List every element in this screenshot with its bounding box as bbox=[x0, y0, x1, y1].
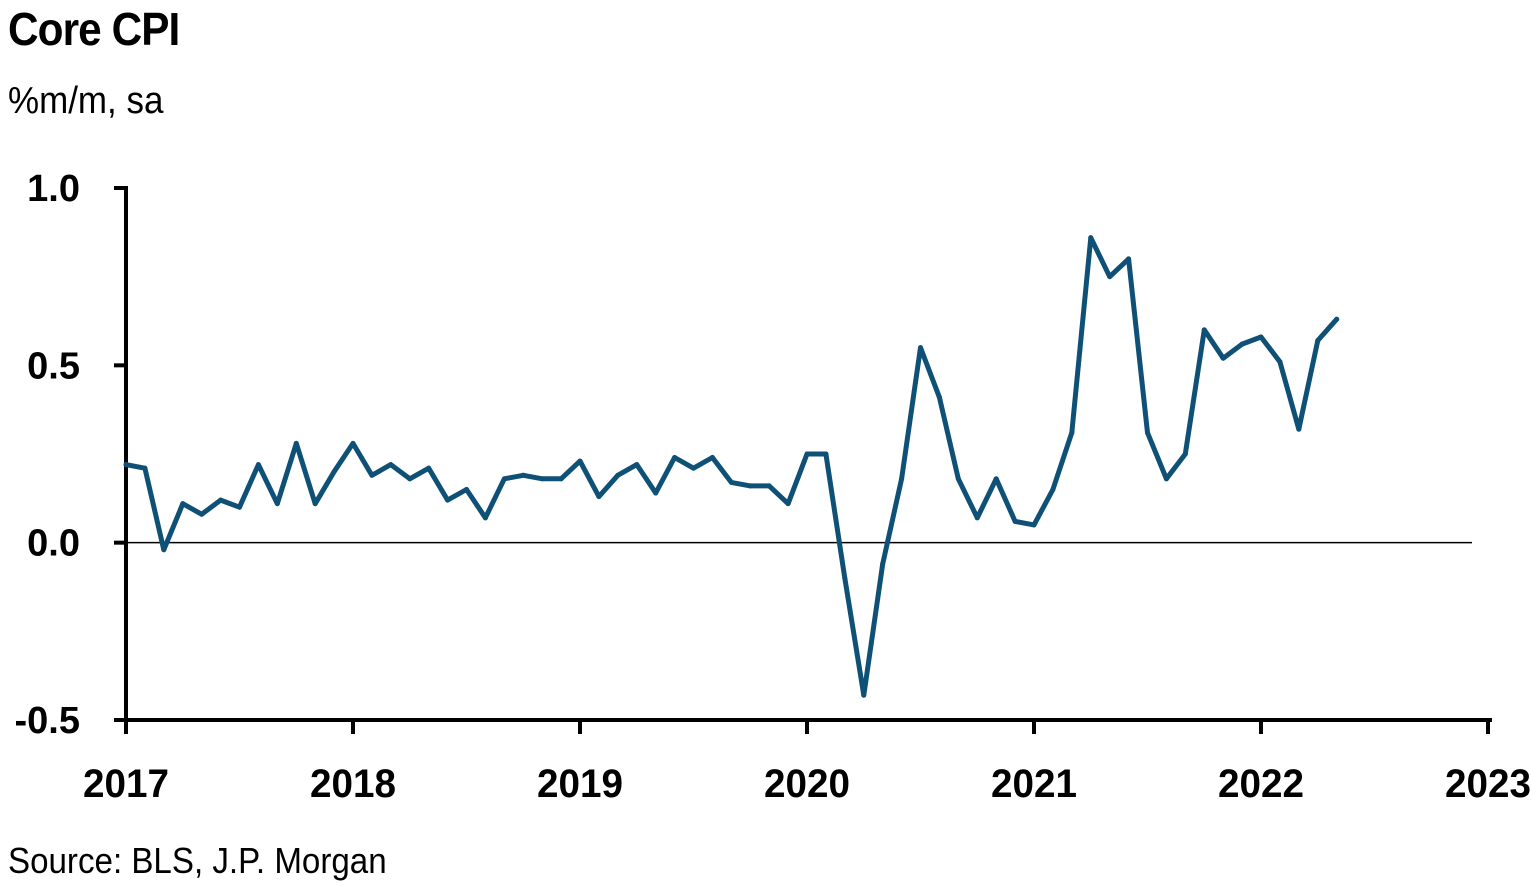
data-point bbox=[1088, 235, 1094, 241]
data-point bbox=[1126, 256, 1132, 262]
data-point bbox=[861, 692, 867, 698]
data-point bbox=[407, 476, 413, 482]
data-point bbox=[312, 501, 318, 507]
data-point bbox=[993, 476, 999, 482]
data-point bbox=[1163, 476, 1169, 482]
data-point bbox=[1220, 355, 1226, 361]
x-axis-ticks: 2017 2018 2019 2020 2021 2022 2023 bbox=[83, 720, 1531, 806]
data-point bbox=[1031, 522, 1037, 528]
data-point bbox=[350, 440, 356, 446]
data-point bbox=[1296, 426, 1302, 432]
data-point bbox=[634, 462, 640, 468]
data-point bbox=[766, 483, 772, 489]
data-point bbox=[274, 501, 280, 507]
data-point bbox=[1145, 430, 1150, 436]
data-point bbox=[880, 561, 886, 567]
data-point bbox=[1334, 316, 1340, 322]
data-point bbox=[388, 462, 394, 468]
data-point bbox=[936, 394, 942, 400]
data-point bbox=[1182, 451, 1188, 457]
data-point bbox=[1277, 359, 1283, 365]
data-point bbox=[1239, 341, 1245, 347]
data-point bbox=[293, 440, 299, 446]
data-point bbox=[558, 476, 564, 482]
data-point bbox=[180, 501, 186, 507]
source-note: Source: BLS, J.P. Morgan bbox=[8, 840, 387, 881]
x-tick-label: 2023 bbox=[1445, 762, 1531, 806]
data-point bbox=[1201, 327, 1207, 333]
data-point bbox=[1107, 274, 1113, 280]
data-point bbox=[955, 476, 961, 482]
data-point bbox=[445, 497, 451, 503]
x-tick-label: 2017 bbox=[83, 762, 169, 806]
chart-subtitle: %m/m, sa bbox=[8, 80, 164, 122]
series-points bbox=[123, 235, 1340, 698]
data-point bbox=[691, 465, 696, 471]
data-point bbox=[464, 486, 469, 492]
y-tick-label: -0.5 bbox=[15, 700, 80, 742]
data-point bbox=[237, 504, 242, 510]
core-cpi-series-line bbox=[123, 235, 1340, 698]
data-point bbox=[1258, 334, 1264, 340]
y-tick-label: 0.5 bbox=[27, 345, 80, 387]
data-point bbox=[899, 476, 905, 482]
data-point bbox=[331, 469, 337, 475]
x-tick-label: 2018 bbox=[310, 762, 396, 806]
data-point bbox=[520, 472, 526, 478]
data-point bbox=[426, 465, 432, 471]
data-point bbox=[747, 483, 753, 489]
data-point bbox=[1050, 486, 1056, 492]
data-point bbox=[142, 465, 148, 471]
data-point bbox=[728, 479, 734, 485]
data-point bbox=[1012, 518, 1018, 524]
data-point bbox=[615, 472, 621, 478]
y-axis-ticks: 1.0 0.5 0.0 -0.5 bbox=[15, 168, 126, 742]
y-tick-label: 1.0 bbox=[27, 168, 80, 210]
data-point bbox=[596, 494, 602, 500]
data-point bbox=[1069, 430, 1075, 436]
data-point bbox=[123, 462, 129, 468]
data-point bbox=[974, 515, 980, 521]
data-point bbox=[255, 462, 261, 468]
x-tick-label: 2019 bbox=[537, 762, 623, 806]
x-tick-label: 2020 bbox=[764, 762, 850, 806]
x-tick-label: 2022 bbox=[1218, 762, 1304, 806]
data-point bbox=[653, 490, 659, 496]
data-point bbox=[161, 547, 167, 553]
chart-title: Core CPI bbox=[8, 3, 180, 55]
x-tick-label: 2021 bbox=[991, 762, 1077, 806]
data-point bbox=[501, 476, 507, 482]
data-point bbox=[709, 455, 715, 461]
data-point bbox=[199, 511, 205, 517]
data-point bbox=[539, 476, 545, 482]
data-point bbox=[672, 455, 678, 461]
data-point bbox=[823, 451, 829, 457]
data-point bbox=[1315, 338, 1321, 344]
data-point bbox=[369, 472, 375, 478]
data-point bbox=[804, 451, 810, 457]
data-point bbox=[785, 501, 791, 507]
data-point bbox=[577, 458, 583, 464]
data-point bbox=[218, 497, 224, 503]
y-tick-label: 0.0 bbox=[27, 523, 80, 565]
data-point bbox=[482, 515, 488, 521]
data-point bbox=[918, 345, 923, 351]
data-point bbox=[842, 575, 848, 581]
